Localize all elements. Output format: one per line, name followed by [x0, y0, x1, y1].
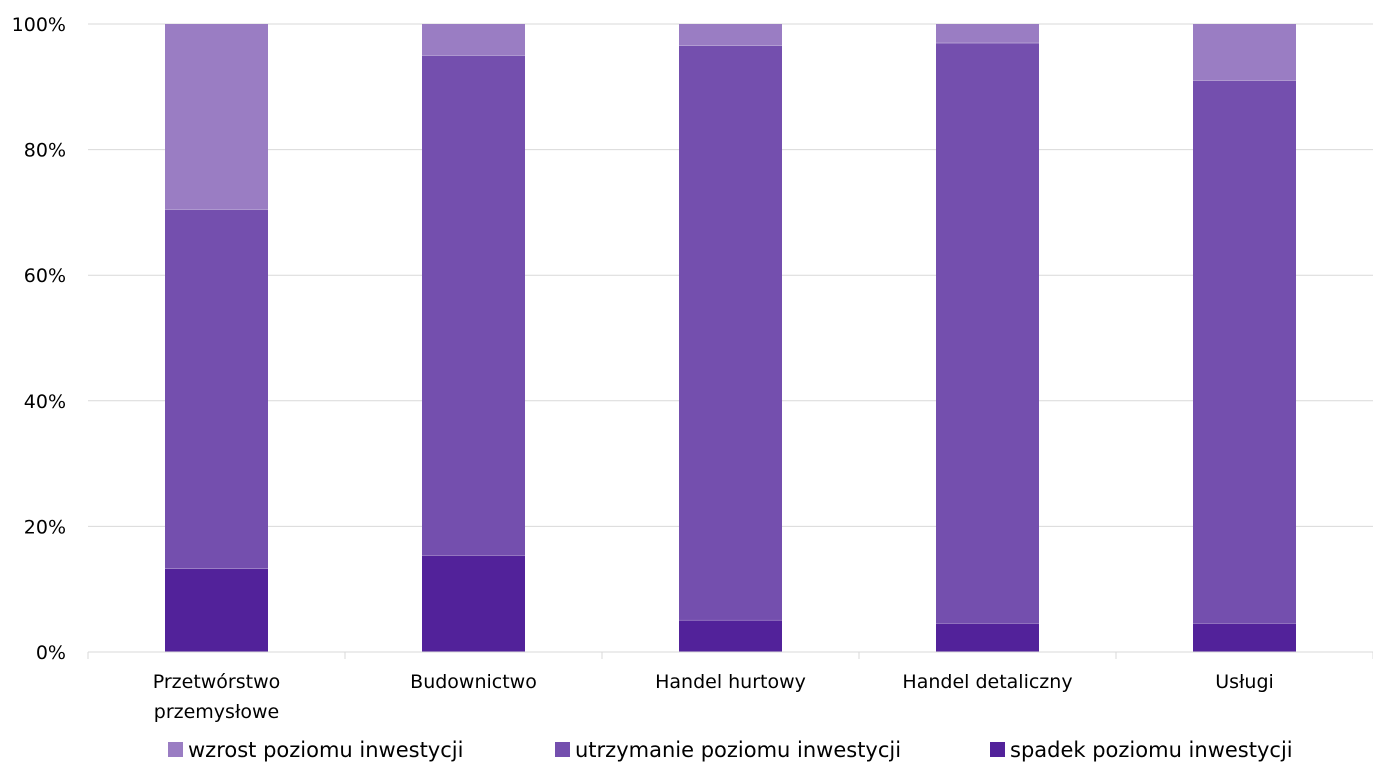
bar-segment	[936, 24, 1039, 43]
x-axis	[87, 651, 1373, 659]
x-tick-label: Handel hurtowy	[655, 671, 806, 693]
y-tick-label: 100%	[12, 14, 66, 36]
y-tick-label: 0%	[36, 642, 66, 664]
bar-segment	[422, 55, 525, 556]
bar-segment	[165, 24, 268, 210]
legend-swatch	[990, 742, 1005, 757]
legend-item: spadek poziomu inwestycji	[990, 738, 1293, 762]
x-axis-tick-labels: Przetwórstwo przemysłowe Budownictwo Handel…	[153, 671, 1274, 723]
bar-segment	[1193, 24, 1296, 81]
y-tick-label: 40%	[24, 391, 66, 413]
y-tick-label: 20%	[24, 516, 66, 538]
bar-segment	[679, 45, 782, 620]
x-tick-label: Handel detaliczny	[902, 671, 1072, 693]
legend-swatch	[168, 742, 183, 757]
legend-label: utrzymanie poziomu inwestycji	[575, 738, 901, 762]
bar-segment	[422, 24, 525, 56]
bar-segment	[936, 623, 1039, 652]
y-tick-label: 60%	[24, 265, 66, 287]
bar-segment	[679, 24, 782, 46]
legend-label: wzrost poziomu inwestycji	[188, 738, 463, 762]
legend-swatch	[555, 742, 570, 757]
bar-segment	[422, 555, 525, 652]
legend: wzrost poziomu inwestycji utrzymanie pozi…	[168, 738, 1293, 762]
legend-item: wzrost poziomu inwestycji	[168, 738, 463, 762]
y-tick-label: 80%	[24, 140, 66, 162]
y-axis-tick-labels: 0% 20% 40% 60% 80% 100%	[12, 14, 66, 664]
bar-segment	[1193, 80, 1296, 624]
x-tick-label: Usługi	[1215, 671, 1274, 693]
bar-segment	[679, 619, 782, 652]
x-tick-label: Budownictwo	[410, 671, 537, 693]
bar-segment	[165, 209, 268, 569]
bar-segment	[1193, 623, 1296, 652]
legend-item: utrzymanie poziomu inwestycji	[555, 738, 901, 762]
bar-segment	[936, 42, 1039, 624]
legend-label: spadek poziomu inwestycji	[1010, 738, 1293, 762]
bars	[165, 24, 1296, 652]
bar-segment	[165, 568, 268, 652]
x-tick-label: Przetwórstwo przemysłowe	[153, 671, 281, 723]
